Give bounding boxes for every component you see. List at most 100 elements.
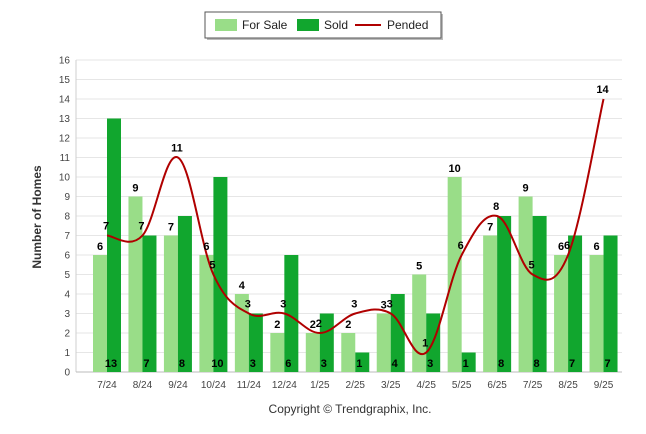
data-label-sold: 4: [392, 358, 399, 370]
x-tick-label: 12/24: [272, 380, 297, 391]
x-tick-label: 4/25: [416, 380, 436, 391]
y-tick-label: 14: [59, 95, 71, 106]
x-tick-label: 11/24: [237, 380, 262, 391]
x-tick-label: 5/25: [452, 380, 472, 391]
bar-sold: [177, 216, 192, 372]
y-tick-label: 2: [64, 329, 70, 340]
x-tick-label: 10/24: [201, 380, 226, 391]
bar-for-sale: [412, 274, 427, 372]
data-label-sold: 8: [498, 358, 504, 370]
data-label-sold: 8: [179, 358, 185, 370]
data-label-pended: 7: [103, 221, 109, 233]
data-label-sold: 1: [356, 358, 362, 370]
bar-for-sale: [376, 313, 391, 372]
bar-sold: [248, 313, 263, 372]
data-label-sold: 1: [463, 358, 469, 370]
y-tick-label: 9: [64, 192, 70, 203]
bar-sold: [355, 352, 370, 372]
y-tick-label: 0: [64, 368, 70, 379]
data-label-pended: 1: [422, 338, 428, 350]
bar-for-sale: [234, 294, 249, 372]
data-label-for-sale: 10: [449, 163, 461, 175]
data-label-sold: 3: [321, 358, 327, 370]
data-label-sold: 13: [105, 358, 117, 370]
bar-for-sale: [589, 255, 604, 372]
copyright-footer: Copyright © Trendgraphix, Inc.: [269, 402, 432, 416]
data-label-sold: 7: [569, 358, 575, 370]
x-tick-label: 8/25: [558, 380, 578, 391]
legend-swatch: [215, 19, 237, 31]
legend-label: Pended: [387, 18, 428, 32]
bar-sold: [390, 294, 405, 372]
y-tick-label: 12: [59, 134, 71, 145]
data-label-for-sale: 7: [487, 222, 493, 234]
data-label-sold: 7: [143, 358, 149, 370]
x-tick-label: 7/25: [523, 380, 543, 391]
data-label-pended: 3: [351, 299, 357, 311]
data-label-sold: 3: [427, 358, 433, 370]
y-tick-label: 4: [64, 290, 70, 301]
data-label-for-sale: 7: [168, 222, 174, 234]
legend-label: Sold: [324, 18, 348, 32]
data-label-for-sale: 4: [239, 280, 246, 292]
x-tick-label: 8/24: [133, 380, 153, 391]
data-label-pended: 3: [245, 299, 251, 311]
data-label-pended: 8: [493, 201, 499, 213]
y-tick-label: 7: [64, 231, 70, 242]
y-axis-label: Number of Homes: [30, 165, 44, 269]
pended-line: [106, 98, 605, 356]
legend-label: For Sale: [242, 18, 288, 32]
data-label-pended: 6: [564, 240, 570, 252]
y-tick-label: 11: [60, 153, 71, 164]
data-label-pended: 3: [280, 299, 286, 311]
data-label-for-sale: 5: [416, 261, 422, 273]
x-tick-label: 2/25: [346, 380, 366, 391]
y-tick-label: 15: [59, 75, 71, 86]
y-tick-label: 16: [59, 56, 71, 67]
data-label-pended: 14: [596, 84, 609, 96]
bar-for-sale: [341, 333, 356, 372]
y-tick-label: 3: [64, 309, 70, 320]
bar-for-sale: [128, 196, 143, 372]
bar-sold: [107, 118, 121, 372]
data-label-sold: 3: [250, 358, 256, 370]
x-tick-label: 9/24: [168, 380, 188, 391]
bars: [93, 118, 618, 372]
data-label-for-sale: 6: [558, 241, 564, 253]
data-label-pended: 11: [171, 143, 183, 155]
data-label-for-sale: 6: [593, 241, 599, 253]
bar-for-sale: [199, 255, 214, 372]
data-label-pended: 6: [458, 240, 464, 252]
y-tick-label: 8: [64, 212, 70, 223]
data-label-for-sale: 9: [523, 183, 529, 195]
bar-sold: [568, 235, 583, 372]
data-label-for-sale: 6: [203, 241, 209, 253]
bar-for-sale: [305, 333, 320, 372]
data-label-pended: 7: [138, 221, 144, 233]
bar-sold: [461, 352, 476, 372]
bar-for-sale: [163, 235, 178, 372]
legend-swatch: [297, 19, 319, 31]
data-label-sold: 8: [534, 358, 540, 370]
data-label-for-sale: 9: [132, 183, 138, 195]
y-tick-label: 1: [64, 348, 70, 359]
data-label-pended: 5: [529, 260, 535, 272]
data-label-sold: 10: [211, 358, 223, 370]
bar-for-sale: [483, 235, 498, 372]
pended-line-layer: [106, 98, 605, 356]
data-label-sold: 7: [604, 358, 610, 370]
x-tick-label: 7/24: [97, 380, 117, 391]
x-tick-label: 1/25: [310, 380, 330, 391]
bar-sold: [497, 216, 512, 372]
bar-for-sale: [93, 255, 107, 372]
data-label-for-sale: 2: [345, 319, 351, 331]
x-tick-label: 3/25: [381, 380, 401, 391]
data-label-pended: 2: [316, 318, 322, 330]
y-tick-label: 6: [64, 251, 70, 262]
data-label-pended: 5: [209, 260, 215, 272]
x-tick-label: 6/25: [487, 380, 507, 391]
y-tick-label: 5: [64, 270, 70, 281]
y-tick-label: 13: [59, 114, 71, 125]
